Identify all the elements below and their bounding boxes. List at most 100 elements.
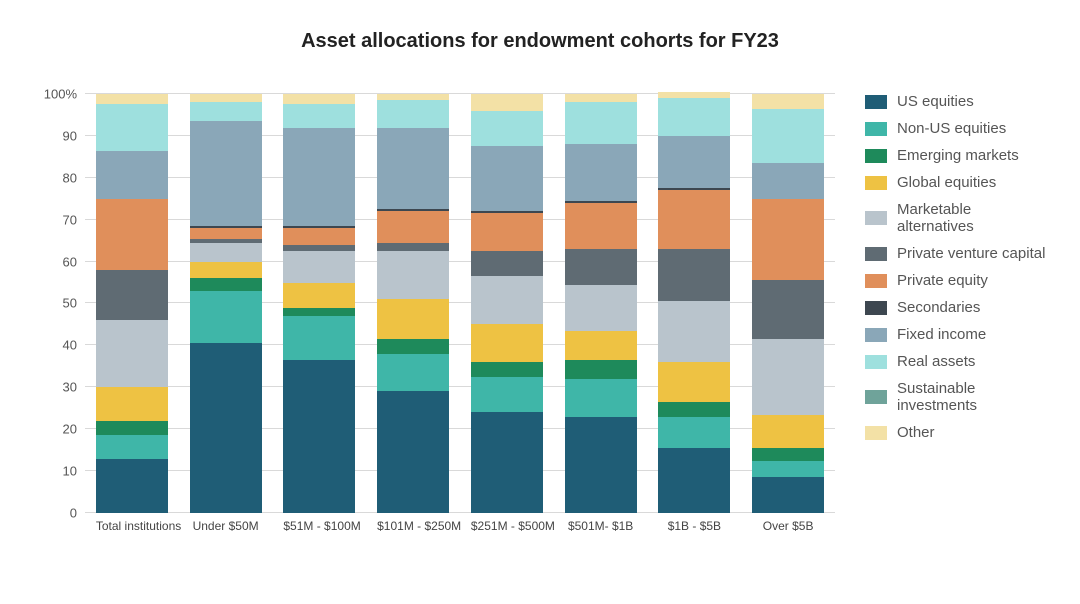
legend-label: US equities xyxy=(897,93,974,110)
legend-label: Sustainable investments xyxy=(897,380,1050,414)
x-tick-label: Total institutions xyxy=(96,513,168,553)
legend-label: Emerging markets xyxy=(897,147,1019,164)
y-tick-label: 80 xyxy=(63,170,77,185)
y-tick-label: 90 xyxy=(63,128,77,143)
bar-segment xyxy=(283,251,355,282)
plot-area: 0102030405060708090100% Total institutio… xyxy=(85,73,835,553)
bar-segment xyxy=(752,109,824,163)
bar-segment xyxy=(658,362,730,402)
legend-label: Secondaries xyxy=(897,299,980,316)
legend: US equitiesNon-US equitiesEmerging marke… xyxy=(835,73,1050,553)
bar-segment xyxy=(471,94,543,111)
bar-segment xyxy=(752,280,824,339)
bar-segment xyxy=(377,128,449,210)
x-tick-label: Over $5B xyxy=(752,513,824,553)
bar-column xyxy=(96,73,168,513)
y-tick-label: 70 xyxy=(63,212,77,227)
bar-segment xyxy=(377,243,449,251)
bar-segment xyxy=(96,94,168,104)
bar-segment xyxy=(283,128,355,226)
legend-item: Global equities xyxy=(865,174,1050,191)
legend-item: Secondaries xyxy=(865,299,1050,316)
bar-segment xyxy=(190,102,262,121)
bar-segment xyxy=(658,136,730,188)
legend-label: Global equities xyxy=(897,174,996,191)
bar-segment xyxy=(471,362,543,377)
bar-segment xyxy=(752,415,824,449)
bar-segment xyxy=(658,402,730,417)
bar-segment xyxy=(471,377,543,413)
y-tick-label: 20 xyxy=(63,422,77,437)
legend-label: Private venture capital xyxy=(897,245,1045,262)
y-tick-label: 60 xyxy=(63,254,77,269)
x-tick-label: $251M - $500M xyxy=(471,513,543,553)
bar-segment xyxy=(190,243,262,262)
legend-item: Private venture capital xyxy=(865,245,1050,262)
bar-column xyxy=(471,73,543,513)
x-tick-label: Under $50M xyxy=(190,513,262,553)
bar-segment xyxy=(377,391,449,513)
bar-column xyxy=(377,73,449,513)
bar-segment xyxy=(565,417,637,513)
bar-segment xyxy=(96,151,168,199)
bar-segment xyxy=(96,459,168,513)
bar-segment xyxy=(190,262,262,279)
chart-title: Asset allocations for endowment cohorts … xyxy=(30,30,1050,53)
bar-segment xyxy=(377,100,449,127)
x-tick-label: $101M - $250M xyxy=(377,513,449,553)
legend-swatch xyxy=(865,149,887,163)
bar-segment xyxy=(283,308,355,316)
bar-segment xyxy=(96,320,168,387)
bar-column xyxy=(658,73,730,513)
legend-swatch xyxy=(865,95,887,109)
y-tick-label: 0 xyxy=(70,506,77,521)
legend-label: Private equity xyxy=(897,272,988,289)
legend-swatch xyxy=(865,301,887,315)
y-tick-label: 30 xyxy=(63,380,77,395)
y-tick-label: 50 xyxy=(63,296,77,311)
bar-segment xyxy=(752,461,824,478)
bar-segment xyxy=(283,360,355,513)
bar-segment xyxy=(96,387,168,421)
bar-segment xyxy=(190,94,262,102)
bar-segment xyxy=(190,228,262,238)
bar-segment xyxy=(377,251,449,299)
bar-segment xyxy=(752,163,824,199)
bar-segment xyxy=(471,146,543,211)
legend-item: Other xyxy=(865,424,1050,441)
bar-segment xyxy=(471,276,543,324)
bar-segment xyxy=(658,98,730,136)
bar-segment xyxy=(377,354,449,392)
legend-item: Sustainable investments xyxy=(865,380,1050,414)
bar-segment xyxy=(471,251,543,276)
bar-segment xyxy=(96,435,168,458)
bar-segment xyxy=(565,249,637,285)
legend-item: Marketable alternatives xyxy=(865,201,1050,235)
legend-item: US equities xyxy=(865,93,1050,110)
legend-label: Real assets xyxy=(897,353,975,370)
bar-column xyxy=(565,73,637,513)
bar-segment xyxy=(752,199,824,281)
bar-column xyxy=(752,73,824,513)
bar-segment xyxy=(283,104,355,127)
legend-item: Real assets xyxy=(865,353,1050,370)
bar-segment xyxy=(96,421,168,436)
legend-swatch xyxy=(865,328,887,342)
legend-item: Fixed income xyxy=(865,326,1050,343)
legend-swatch xyxy=(865,355,887,369)
x-tick-label: $51M - $100M xyxy=(283,513,355,553)
y-tick-label: 10 xyxy=(63,464,77,479)
bar-column xyxy=(190,73,262,513)
bar-segment xyxy=(471,324,543,362)
bar-segment xyxy=(190,278,262,291)
bar-segment xyxy=(565,360,637,379)
bar-segment xyxy=(752,448,824,461)
bar-segment xyxy=(283,228,355,245)
bar-segment xyxy=(565,102,637,144)
legend-swatch xyxy=(865,390,887,404)
legend-label: Marketable alternatives xyxy=(897,201,1050,235)
bar-segment xyxy=(565,285,637,331)
bar-segment xyxy=(377,299,449,339)
bars-area xyxy=(85,73,835,513)
bar-segment xyxy=(471,213,543,251)
